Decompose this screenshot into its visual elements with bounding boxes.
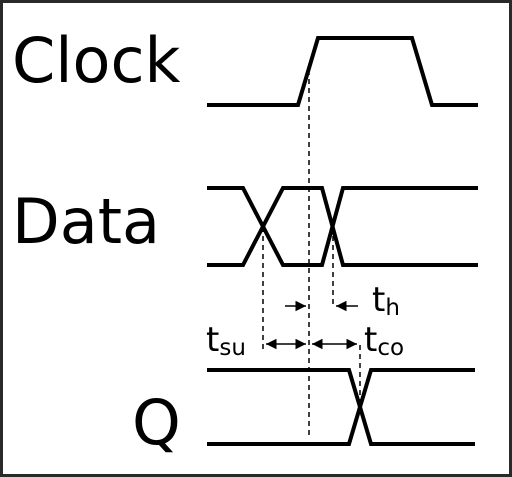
- data-waveform: [207, 186, 478, 267]
- clock-waveform: [207, 36, 478, 107]
- tsu-label: tsu: [206, 320, 246, 361]
- q-waveform: [207, 368, 475, 446]
- clock-label: Clock: [12, 24, 181, 97]
- data-label: Data: [12, 185, 160, 258]
- tco-label: tco: [364, 320, 404, 361]
- q-label: Q: [132, 386, 181, 459]
- th-label: th: [372, 280, 400, 321]
